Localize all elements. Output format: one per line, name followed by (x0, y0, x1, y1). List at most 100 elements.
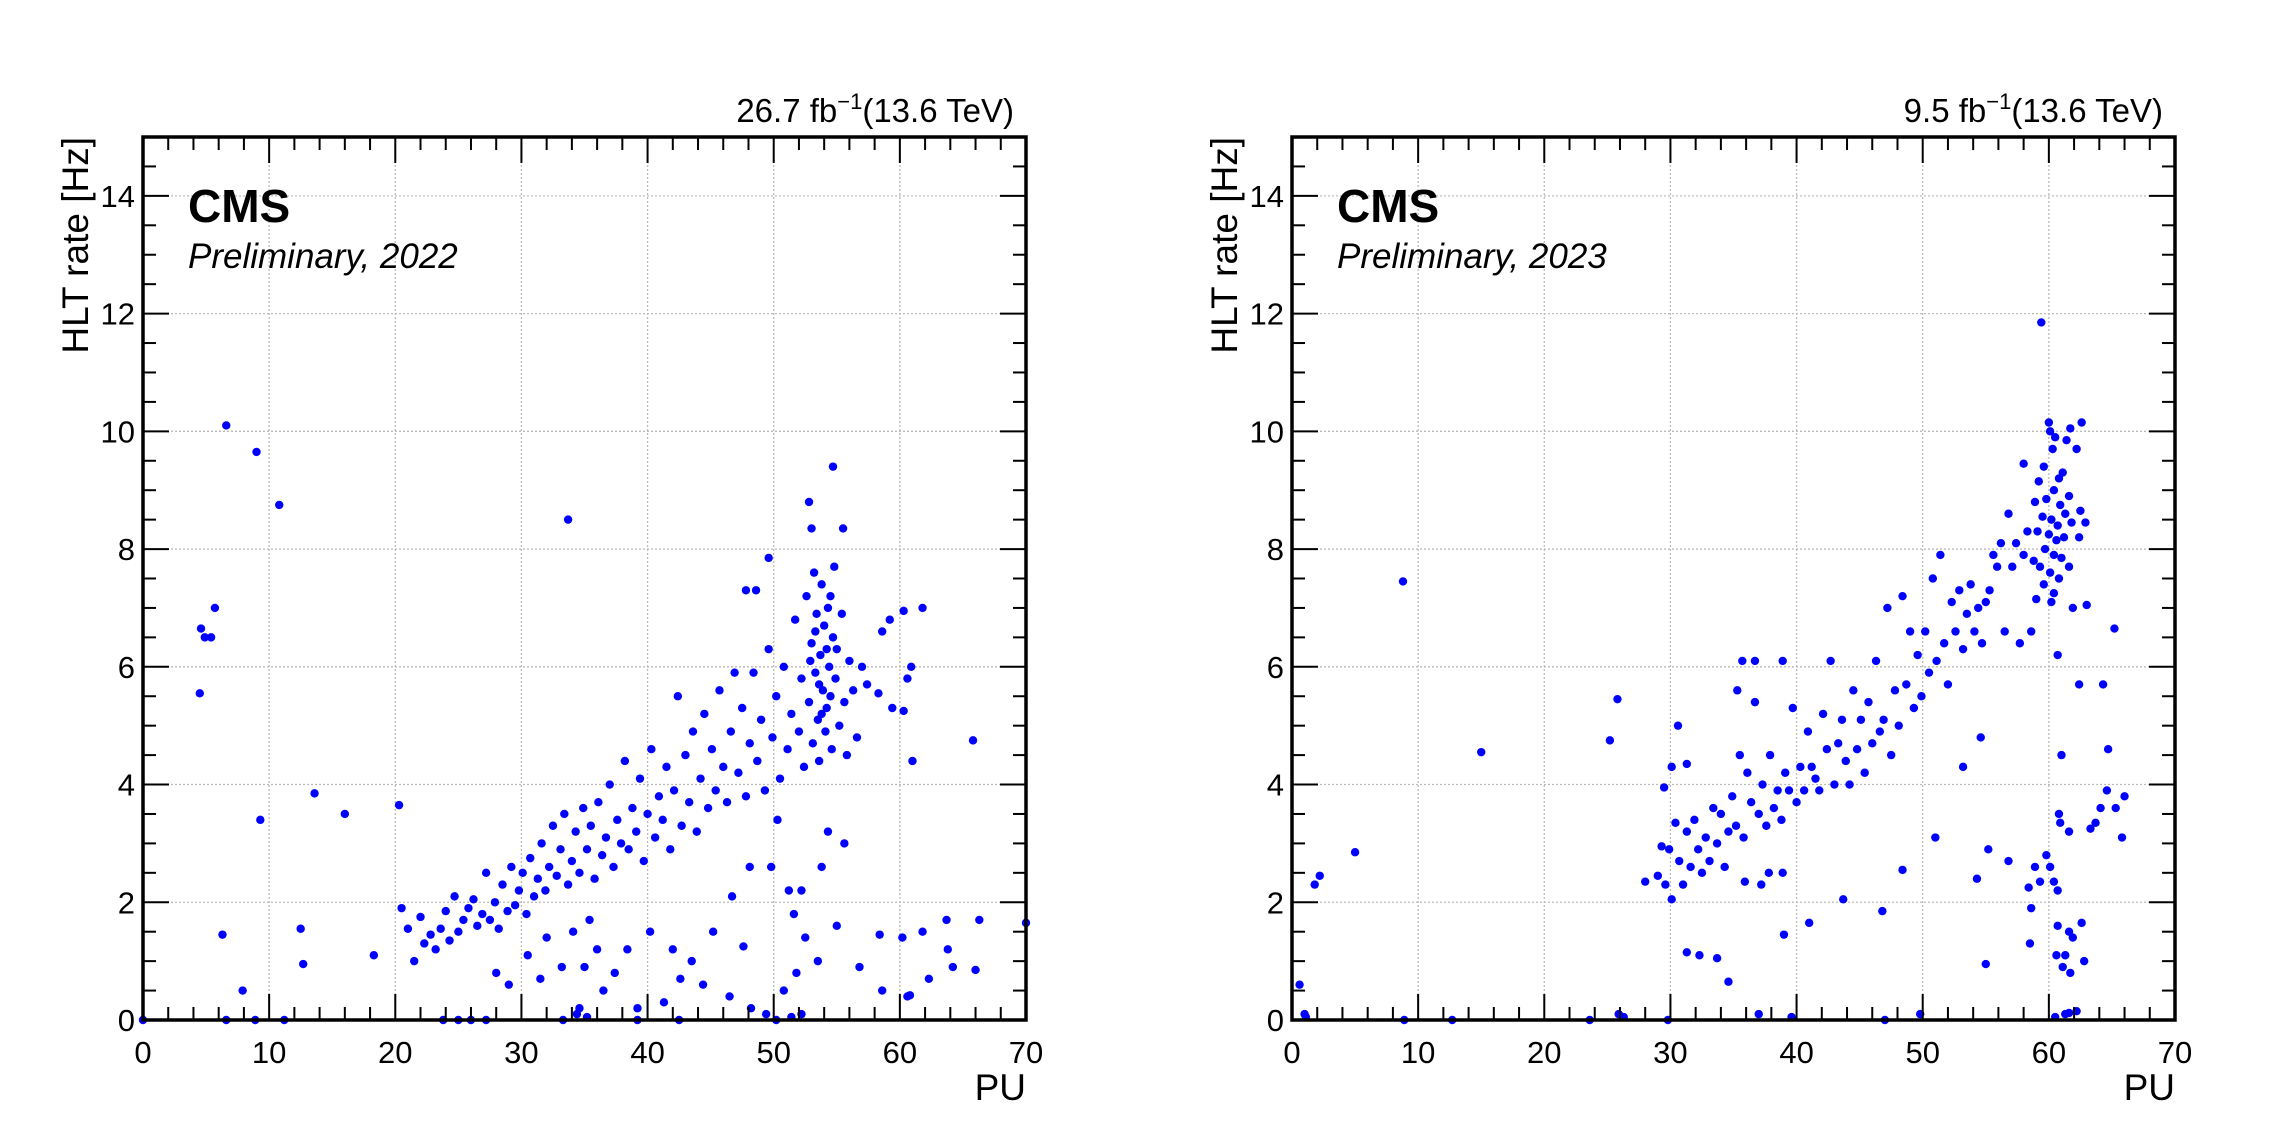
data-point (804, 497, 814, 507)
data-point (1295, 980, 1304, 989)
data-point (1917, 692, 1926, 701)
y-tick-label: 8 (118, 532, 135, 567)
data-point (2042, 850, 2051, 860)
data-point (855, 962, 864, 972)
data-point (1735, 750, 1745, 760)
data-point (1754, 809, 1763, 819)
data-point (1686, 862, 1695, 872)
data-point (822, 644, 831, 654)
data-point (692, 827, 701, 836)
data-point (1856, 715, 1866, 724)
data-point (1871, 656, 1881, 666)
data-point (2062, 435, 2071, 445)
data-point (609, 862, 618, 872)
data-point (544, 862, 554, 872)
data-point (817, 862, 826, 872)
data-point (560, 809, 569, 819)
data-point (582, 845, 592, 854)
data-point (764, 553, 773, 563)
data-point (2030, 497, 2040, 507)
data-point (2026, 627, 2036, 636)
data-point (823, 827, 833, 836)
x-tick-label: 40 (1779, 1035, 1813, 1070)
data-point (2091, 818, 2100, 827)
lumi-energy: (13.6 TeV) (862, 92, 1014, 129)
data-point (811, 627, 820, 636)
data-point (1992, 562, 2002, 571)
data-point (613, 815, 622, 825)
x-tick-label: 70 (2158, 1035, 2192, 1070)
data-point (2067, 518, 2076, 527)
data-point (2072, 444, 2081, 454)
data-point (1890, 686, 1900, 695)
data-point (256, 815, 265, 825)
data-point (907, 662, 916, 671)
data-point (1878, 906, 1887, 916)
data-point (2064, 491, 2074, 501)
data-point (877, 986, 887, 995)
data-point (918, 927, 927, 936)
data-point (504, 980, 514, 989)
data-point (816, 650, 825, 660)
data-point (1746, 797, 1756, 807)
x-tick-label: 70 (1009, 1035, 1043, 1070)
data-point (703, 803, 713, 813)
data-point (789, 909, 799, 919)
data-point (1977, 639, 1987, 648)
data-point (1779, 930, 1789, 939)
data-point (592, 945, 602, 954)
data-point (420, 939, 429, 948)
data-point (908, 756, 917, 766)
data-point (2026, 903, 2036, 913)
data-point (624, 845, 633, 854)
data-point (1769, 803, 1779, 813)
data-point (832, 644, 841, 654)
data-point (632, 827, 641, 836)
data-point (1701, 833, 1710, 842)
data-point (1777, 815, 1786, 825)
data-point (722, 797, 732, 807)
data-point (2019, 550, 2028, 560)
data-point (645, 927, 655, 936)
data-point (222, 421, 231, 430)
lumi-exponent: −1 (837, 89, 862, 114)
data-point (2011, 538, 2021, 548)
x-tick-label: 20 (378, 1035, 412, 1070)
data-point (1799, 786, 1809, 795)
data-point (804, 697, 814, 707)
data-point (1886, 750, 1896, 760)
x-tick-label: 0 (134, 1035, 151, 1070)
data-point (1667, 762, 1676, 772)
data-point (684, 797, 694, 807)
data-point (2057, 553, 2066, 563)
data-point (809, 568, 819, 577)
data-point (1837, 715, 1847, 724)
data-point (852, 733, 862, 742)
data-point (2064, 562, 2074, 571)
data-point (2081, 518, 2090, 527)
data-point (813, 956, 823, 966)
data-point (548, 821, 558, 830)
data-point (2045, 568, 2055, 577)
data-point (840, 839, 849, 848)
data-point (2039, 462, 2049, 471)
data-point (1852, 745, 1862, 754)
data-point (1972, 874, 1982, 883)
y-tick-label: 0 (1267, 1003, 1284, 1038)
data-point (647, 745, 656, 754)
data-point (832, 921, 841, 931)
data-point (812, 609, 821, 619)
x-tick-label: 40 (630, 1035, 664, 1070)
data-point (441, 906, 450, 916)
data-point (1690, 815, 1699, 825)
data-point (2058, 962, 2067, 972)
data-point (628, 803, 637, 813)
data-point (620, 756, 630, 766)
data-point (2117, 833, 2127, 842)
data-point (1315, 871, 1324, 880)
data-point (768, 733, 777, 742)
data-point (1705, 856, 1714, 866)
data-point (801, 933, 810, 942)
data-point (779, 986, 789, 995)
data-point (898, 933, 907, 942)
